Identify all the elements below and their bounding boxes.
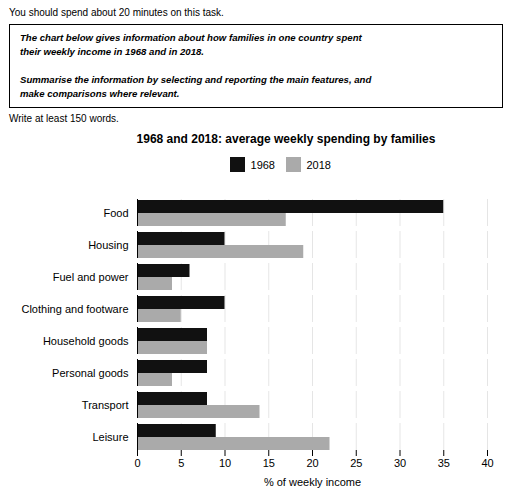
- svg-text:Leisure: Leisure: [92, 430, 128, 442]
- svg-text:40: 40: [481, 457, 493, 469]
- html-text:The chart below gives informat: The chart below gives information about …: [20, 32, 362, 43]
- svg-text:20: 20: [306, 457, 318, 469]
- html-text:Summarise the information by s: Summarise the information by selecting a…: [20, 74, 372, 85]
- html-text:You should spend about 20 minu: You should spend about 20 minutes on thi…: [9, 7, 224, 18]
- html-text:their weekly income in 1968 an: their weekly income in 1968 and in 2018.: [20, 46, 204, 57]
- svg-text:Transport: Transport: [82, 398, 129, 410]
- svg-text:Housing: Housing: [88, 238, 128, 250]
- html-text:1968: 1968: [250, 158, 275, 171]
- html-text:2018: 2018: [306, 158, 331, 171]
- html-text:Write at least 150 words.: Write at least 150 words.: [9, 113, 119, 124]
- svg-text:5: 5: [178, 457, 184, 469]
- svg-text:35: 35: [438, 457, 450, 469]
- html-text:1968 and 2018: average weekly: 1968 and 2018: average weekly spending b…: [136, 132, 436, 146]
- svg-text:Clothing and footware: Clothing and footware: [21, 302, 128, 314]
- svg-text:% of weekly income: % of weekly income: [264, 475, 361, 487]
- svg-text:25: 25: [350, 457, 362, 469]
- svg-text:10: 10: [219, 457, 231, 469]
- svg-text:Fuel and power: Fuel and power: [53, 270, 129, 282]
- svg-text:15: 15: [263, 457, 275, 469]
- svg-text:0: 0: [134, 457, 140, 469]
- html-text:make comparisons where relevan: make comparisons where relevant.: [20, 88, 180, 99]
- svg-text:30: 30: [394, 457, 406, 469]
- svg-text:Household goods: Household goods: [43, 334, 129, 346]
- svg-text:Personal goods: Personal goods: [52, 366, 129, 378]
- svg-text:Food: Food: [103, 206, 128, 218]
